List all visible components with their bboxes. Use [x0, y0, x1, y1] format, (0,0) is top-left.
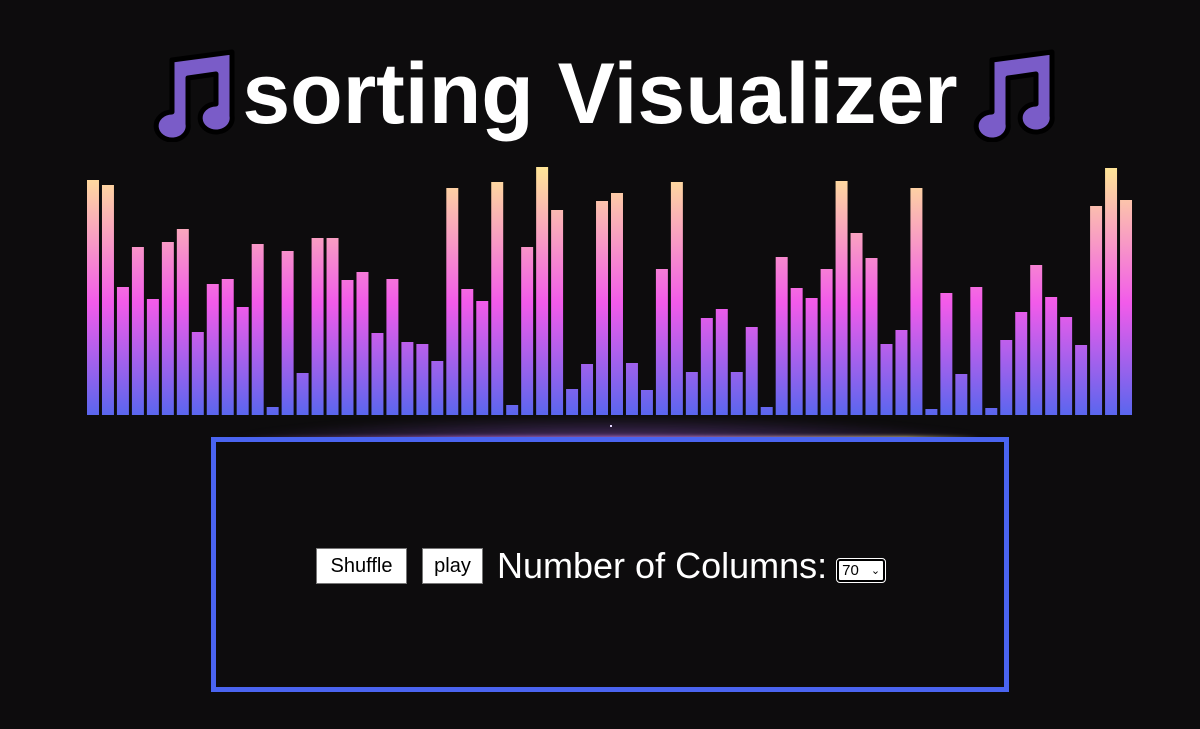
bar	[476, 301, 489, 415]
bar	[416, 344, 429, 415]
controls-row: Shuffle play Number of Columns: 70 ⌄	[316, 543, 887, 589]
bar	[1105, 168, 1118, 415]
bar	[880, 344, 893, 415]
bar	[1030, 265, 1043, 415]
bar	[745, 327, 758, 415]
bar	[835, 181, 848, 415]
bar	[1000, 340, 1013, 415]
columns-select[interactable]: 70 ⌄	[836, 557, 887, 583]
bar	[386, 279, 399, 415]
bar	[101, 185, 114, 415]
bar	[371, 333, 384, 415]
bar	[715, 309, 728, 415]
title-text: sorting Visualizer	[242, 46, 958, 142]
bar	[401, 342, 414, 415]
columns-select-value: 70	[842, 561, 859, 579]
bar	[341, 280, 354, 415]
bar	[131, 247, 144, 415]
bar	[955, 374, 968, 415]
columns-label: Number of Columns:	[497, 545, 828, 586]
bar	[251, 244, 264, 415]
bar	[596, 201, 609, 415]
bar	[865, 258, 878, 415]
bar	[461, 289, 474, 415]
bar	[506, 405, 519, 415]
bar	[910, 188, 923, 415]
bar	[521, 247, 534, 415]
bar	[611, 193, 623, 415]
bar	[311, 238, 324, 415]
bar	[820, 269, 833, 415]
music-note-icon	[142, 46, 238, 142]
bar	[161, 242, 174, 415]
bar	[536, 167, 549, 415]
bar	[730, 372, 743, 415]
bar	[266, 407, 279, 415]
bar	[551, 210, 564, 415]
bar	[700, 318, 713, 415]
play-button[interactable]: play	[422, 548, 483, 584]
bar	[326, 238, 339, 415]
bar	[655, 269, 668, 415]
bar	[1090, 206, 1103, 415]
bar	[356, 272, 369, 415]
bar	[625, 363, 638, 415]
bar	[221, 279, 234, 415]
bar	[685, 372, 698, 415]
bar	[566, 389, 579, 415]
bar	[895, 330, 908, 415]
bar	[446, 188, 459, 415]
bar	[850, 233, 863, 415]
bar	[116, 287, 129, 415]
bar	[760, 407, 773, 415]
bar	[790, 288, 803, 415]
bar	[236, 307, 249, 415]
bar	[206, 284, 219, 415]
bar	[176, 229, 189, 415]
chevron-down-icon: ⌄	[870, 564, 881, 577]
bar	[985, 408, 998, 415]
bar	[581, 364, 594, 415]
bar	[775, 257, 788, 415]
bar	[805, 298, 818, 415]
bar	[431, 361, 444, 415]
bar	[640, 390, 653, 415]
bar	[296, 373, 309, 415]
glow-dot	[610, 425, 612, 427]
bar	[925, 409, 938, 415]
bar	[146, 299, 159, 415]
bar	[970, 287, 983, 415]
bar	[940, 293, 953, 415]
bar	[1060, 317, 1073, 415]
page-title: sorting Visualizer	[0, 44, 1200, 144]
sorting-bars-chart	[87, 167, 1133, 415]
shuffle-button[interactable]: Shuffle	[316, 548, 407, 584]
bar	[1045, 297, 1058, 415]
bar	[281, 251, 294, 415]
bar	[191, 332, 204, 415]
music-note-icon	[962, 46, 1058, 142]
bar	[491, 182, 504, 415]
bar	[1120, 200, 1133, 415]
bar	[87, 180, 99, 415]
bar	[1075, 345, 1088, 415]
bar	[670, 182, 683, 415]
bar	[1015, 312, 1028, 415]
